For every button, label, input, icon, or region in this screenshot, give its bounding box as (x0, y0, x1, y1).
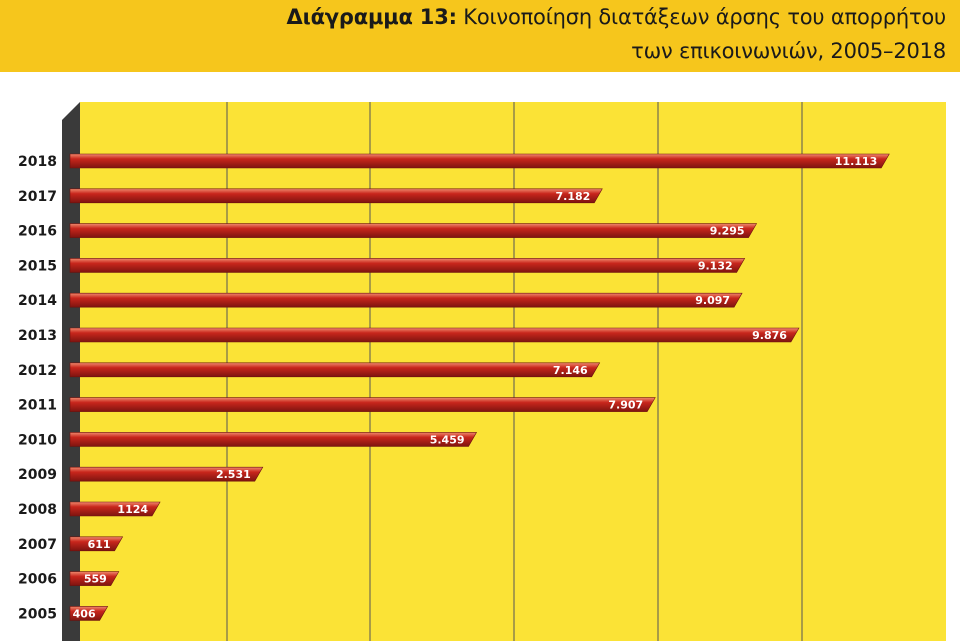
data-label-2009: 2.531 (216, 468, 251, 481)
bar-chart: 2018 2017 2016 2015 2014 2013 2012 2011 2010 2009… (18, 102, 946, 641)
y-tick-label-2015: 2015 (18, 258, 57, 274)
bar-2012 (69, 362, 601, 378)
y-tick-label-2018: 2018 (18, 154, 57, 170)
data-label-2013: 9.876 (752, 329, 787, 342)
y-tick-label-2010: 2010 (18, 432, 57, 448)
bar-2010 (69, 432, 478, 447)
bars-group (69, 153, 890, 621)
data-label-2008: 1124 (117, 503, 148, 516)
y-tick-label-2006: 2006 (18, 572, 57, 588)
y-tick-label-2007: 2007 (18, 537, 57, 553)
chart-title-lead: Διάγραμμα 13: (286, 5, 457, 29)
y-tick-label-2013: 2013 (18, 328, 57, 344)
bar-2017 (69, 188, 603, 204)
bar-2007 (69, 536, 124, 552)
data-label-2018: 11.113 (835, 155, 877, 168)
chart-title-rest: Κοινοποίηση διατάξεων άρσης του απορρήτο… (456, 5, 946, 29)
chart-title-line-2: των επικοινωνιών, 2005–2018 (631, 39, 946, 63)
data-label-2015: 9.132 (698, 259, 733, 272)
data-label-2006: 559 (84, 573, 107, 586)
y-tick-label-2009: 2009 (18, 467, 57, 483)
y-tick-label-2016: 2016 (18, 224, 57, 240)
data-labels: 11.113 7.182 9.295 9.132 9.097 9.876 7.146 7.90… (73, 155, 878, 620)
y-tick-label-2005: 2005 (18, 606, 57, 622)
y-tick-label-2017: 2017 (18, 189, 57, 205)
bar-2018 (69, 153, 890, 169)
data-label-2007: 611 (88, 538, 111, 551)
y-tick-label-2011: 2011 (18, 398, 57, 414)
data-label-2014: 9.097 (695, 294, 730, 307)
y-tick-label-2008: 2008 (18, 502, 57, 518)
bar-2016 (69, 223, 758, 238)
bar-2014 (69, 292, 743, 308)
bar-2013 (69, 327, 800, 343)
data-label-2017: 7.182 (555, 190, 590, 203)
data-label-2016: 9.295 (710, 225, 745, 238)
bar-2005 (69, 606, 109, 621)
bar-2008 (69, 501, 161, 517)
y-axis-labels: 2018 2017 2016 2015 2014 2013 2012 2011 2010 2009… (18, 154, 57, 622)
y-tick-label-2014: 2014 (18, 293, 57, 309)
bar-2011 (69, 397, 656, 412)
chart-title-line-1: Διάγραμμα 13: Κοινοποίηση διατάξεων άρση… (286, 5, 947, 29)
title-band: Διάγραμμα 13: Κοινοποίηση διατάξεων άρση… (0, 0, 960, 72)
bar-2015 (69, 258, 746, 273)
bar-2009 (69, 466, 264, 482)
data-label-2010: 5.459 (430, 433, 465, 446)
data-label-2011: 7.907 (608, 399, 643, 412)
data-label-2005: 406 (73, 607, 96, 620)
data-label-2012: 7.146 (553, 364, 588, 377)
y-tick-label-2012: 2012 (18, 363, 57, 379)
bar-2006 (69, 571, 120, 586)
